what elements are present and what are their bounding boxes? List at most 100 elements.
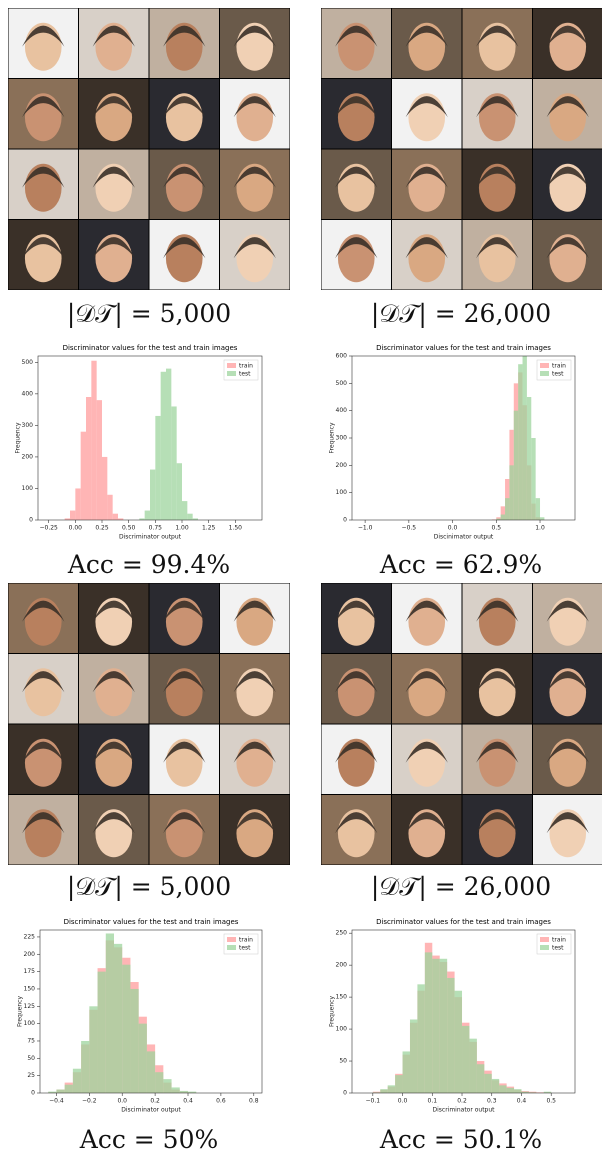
y-tick-label: 0 (343, 517, 347, 524)
x-tick-label: 0.6 (216, 1098, 226, 1105)
histogram-bar (462, 1025, 470, 1093)
hair (476, 25, 519, 47)
hair (22, 237, 65, 259)
hair (92, 741, 135, 763)
histogram-bar (540, 517, 545, 520)
y-tick-label: 200 (336, 462, 348, 469)
hair (92, 812, 135, 834)
histogram-bar (146, 1051, 156, 1093)
histogram-bar (81, 1040, 90, 1093)
hair (335, 25, 378, 47)
legend-label: train (552, 937, 566, 944)
histogram-bar (496, 518, 501, 520)
histogram-bar (496, 517, 501, 520)
hair (163, 96, 206, 118)
hair (335, 237, 378, 259)
y-tick-label: 0 (31, 1090, 35, 1097)
y-tick-label: 50 (27, 1055, 35, 1062)
hair (22, 671, 65, 693)
legend-label: train (552, 363, 566, 370)
histogram-bar (387, 1085, 396, 1093)
hair (476, 812, 519, 834)
hair (163, 237, 206, 259)
histogram-bar (402, 1051, 410, 1093)
histogram-bar (505, 498, 510, 520)
histogram-bar (96, 400, 102, 520)
x-tick-label: 0.0 (398, 1098, 408, 1105)
hair (92, 96, 135, 118)
y-tick-label: 600 (336, 353, 348, 360)
legend-label: test (552, 371, 564, 378)
histogram-bar (417, 984, 425, 1093)
hair (546, 741, 589, 763)
histogram-bar (97, 971, 106, 1093)
hair (335, 600, 378, 622)
histogram-bar (432, 958, 440, 1093)
histogram-bar (80, 431, 86, 520)
legend-label: train (239, 363, 253, 370)
histogram-bar (179, 1090, 188, 1093)
hair (546, 812, 589, 834)
y-tick-label: 100 (24, 1020, 36, 1027)
y-tick-label: 0 (29, 517, 33, 524)
histogram-bar (105, 933, 114, 1093)
hair (476, 96, 519, 118)
histogram-bar (176, 463, 182, 520)
legend-swatch (540, 371, 549, 376)
histogram-bar (155, 415, 161, 520)
y-tick-label: 100 (336, 1026, 348, 1033)
histogram-bar (409, 1019, 418, 1093)
histogram-bar (499, 1085, 507, 1093)
hair (546, 600, 589, 622)
accuracy: Acc = 50.1% (379, 1125, 542, 1152)
histogram-bar (122, 964, 131, 1093)
y-tick-label: 200 (336, 962, 348, 969)
hair (163, 812, 206, 834)
histogram-bar (536, 1092, 544, 1093)
histogram-bar (139, 518, 145, 520)
x-axis-label: Disciminator output (121, 1107, 181, 1114)
caption: |𝒟𝒯| = 5,000 (67, 872, 231, 902)
histogram-bar (107, 494, 113, 520)
accuracy: Acc = 99.4% (67, 550, 230, 579)
histogram-bar (64, 1084, 73, 1093)
chart-title: Discriminator values for the test and tr… (64, 918, 239, 926)
histogram-bar (102, 456, 108, 520)
y-tick-label: 0 (343, 1090, 347, 1097)
y-tick-label: 500 (22, 359, 34, 366)
hair (92, 600, 135, 622)
histogram-bar (491, 1078, 500, 1093)
hair (405, 741, 448, 763)
histogram-bar (535, 498, 541, 520)
hair (405, 25, 448, 47)
x-axis-label: Discriminator output (432, 1107, 495, 1114)
x-tick-label: 0.25 (95, 525, 109, 532)
hair (405, 671, 448, 693)
y-axis-label: Frequency (329, 996, 336, 1027)
histogram-bar (518, 364, 523, 520)
hair (546, 96, 589, 118)
hair (335, 96, 378, 118)
hair (92, 25, 135, 47)
histogram-bar (513, 410, 519, 520)
legend-swatch (227, 363, 236, 368)
histogram-bar (506, 1087, 515, 1093)
hair (546, 166, 589, 188)
chart-title: Discriminator values for the test and tr… (63, 344, 238, 352)
x-tick-label: 0.2 (457, 1098, 467, 1105)
x-tick-label: −0.4 (49, 1098, 64, 1105)
histogram-bar (447, 977, 455, 1093)
x-tick-label: 1.00 (175, 525, 189, 532)
plot-frame (37, 355, 263, 521)
y-axis-label: Frequency (15, 422, 22, 453)
histogram-bar (118, 518, 124, 520)
legend-swatch (227, 945, 236, 950)
hair (92, 166, 135, 188)
x-tick-label: −0.5 (402, 525, 417, 532)
histogram-bar (526, 397, 532, 520)
hair (22, 812, 65, 834)
x-tick-label: 0.00 (69, 525, 83, 532)
x-tick-label: −0.25 (39, 525, 58, 532)
x-tick-label: 0.3 (487, 1098, 497, 1105)
histogram-bar (89, 1006, 98, 1093)
